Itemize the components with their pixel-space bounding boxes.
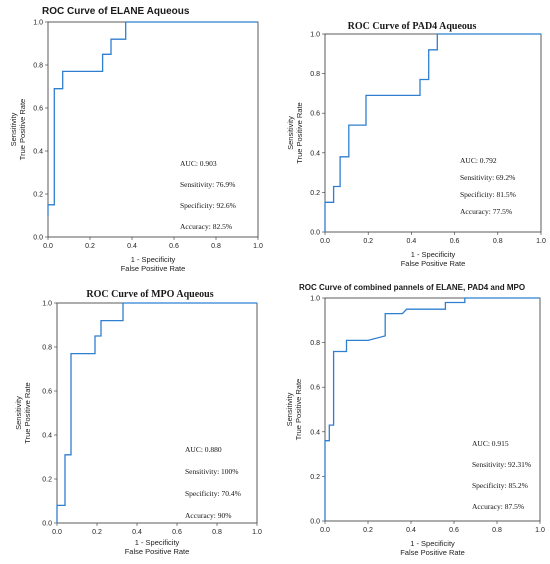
x-tick-label: 0.8 — [493, 238, 503, 245]
chart-combined-svg: ROC Curve of combined pannels of ELANE, … — [285, 283, 545, 557]
chart-title: ROC Curve of PAD4 Aqueous — [348, 21, 477, 32]
x-tick-label: 0.4 — [406, 527, 416, 534]
y-axis-label: Sensitivity — [9, 112, 18, 146]
x-axis-sublabel: False Positive Rate — [121, 264, 186, 273]
x-axis-label: 1 - Specificity — [135, 538, 180, 547]
chart-elane-svg: ROC Curve of ELANE Aqueous 0.0 0.2 0.4 0.6 0.… — [9, 6, 263, 273]
y-tick-label: 0.6 — [310, 385, 320, 392]
chart-mpo-svg: ROC Curve of MPO Aqueous 0.0 0.2 0.4 0.6 0.8 1… — [14, 289, 262, 556]
y-tick-label: 0.6 — [310, 111, 320, 118]
y-tick-label: 1.0 — [33, 20, 43, 27]
y-axis-sublabel: True Positive Rate — [294, 379, 303, 440]
roc-curve — [56, 302, 257, 523]
x-axis-label: 1 - Specificity — [411, 250, 456, 259]
stat-line: AUC: 0.915 — [472, 439, 509, 448]
x-tick-label: 0.0 — [52, 529, 62, 536]
y-tick-label: 0.6 — [42, 389, 52, 396]
x-tick-label: 0.2 — [363, 527, 373, 534]
x-tick-label: 1.0 — [253, 243, 263, 250]
x-tick-label: 1.0 — [252, 529, 262, 536]
x-tick-label: 0.4 — [132, 529, 142, 536]
x-tick-label: 0.8 — [211, 243, 221, 250]
stat-line: Accuracy: 77.5% — [460, 207, 512, 216]
y-tick-label: 0.4 — [310, 150, 320, 157]
y-tick-label: 0.8 — [310, 71, 320, 78]
x-tick-label: 0.2 — [363, 238, 373, 245]
y-tick-label: 0.2 — [42, 477, 52, 484]
x-tick-label: 0.0 — [320, 238, 330, 245]
y-tick-label: 0.0 — [310, 519, 320, 526]
plot-frame — [324, 33, 542, 233]
y-tick-label: 0.4 — [310, 429, 320, 436]
chart-title: ROC Curve of MPO Aqueous — [86, 289, 213, 300]
stat-line: Specificity: 81.5% — [460, 190, 516, 199]
stat-line: Sensitivity: 100% — [185, 467, 239, 476]
roc-curve — [324, 297, 540, 521]
chart-title: ROC Curve of ELANE Aqueous — [42, 6, 190, 17]
y-tick-label: 0.8 — [33, 63, 43, 70]
chart-elane: ROC Curve of ELANE Aqueous 0.0 0.2 0.4 0.6 0.… — [0, 0, 275, 280]
y-axis-label: Sensitivity — [285, 392, 294, 426]
stat-line: Specificity: 92.6% — [180, 201, 236, 210]
y-axis-sublabel: True Positive Rate — [23, 382, 32, 443]
x-tick-label: 0.8 — [492, 527, 502, 534]
y-tick-label: 0.8 — [310, 340, 320, 347]
chart-mpo: ROC Curve of MPO Aqueous 0.0 0.2 0.4 0.6 0.8 1… — [0, 282, 275, 564]
x-tick-label: 0.6 — [449, 527, 459, 534]
stat-line: AUC: 0.880 — [185, 445, 222, 454]
y-axis-label: Sensitivity — [14, 396, 23, 430]
x-tick-label: 0.6 — [169, 243, 179, 250]
y-tick-label: 0.6 — [33, 106, 43, 113]
stat-line: Sensitivity: 69.2% — [460, 173, 515, 182]
y-tick-label: 0.2 — [33, 192, 43, 199]
x-axis-label: 1 - Specificity — [410, 539, 455, 548]
y-axis-sublabel: True Positive Rate — [295, 102, 304, 163]
x-axis-sublabel: False Positive Rate — [400, 548, 465, 557]
y-tick-label: 1.0 — [310, 296, 320, 303]
chart-pad4: ROC Curve of PAD4 Aqueous 0.0 0.2 0.4 0.6 0.8… — [275, 0, 550, 280]
roc-curve — [47, 21, 258, 216]
chart-title: ROC Curve of combined pannels of ELANE, … — [299, 283, 525, 292]
y-tick-label: 1.0 — [42, 301, 52, 308]
roc-curve — [324, 33, 541, 232]
x-axis-label: 1 - Specificity — [131, 255, 176, 264]
stat-line: Specificity: 85.2% — [472, 481, 528, 490]
y-tick-label: 0.0 — [42, 521, 52, 528]
stat-line: Accuracy: 90% — [185, 511, 231, 520]
y-tick-label: 0.4 — [42, 433, 52, 440]
y-axis-label: Sensitivity — [286, 116, 295, 150]
chart-combined: ROC Curve of combined pannels of ELANE, … — [275, 282, 550, 564]
stat-line: AUC: 0.903 — [180, 159, 217, 168]
stat-line: AUC: 0.792 — [460, 156, 497, 165]
y-tick-label: 0.0 — [310, 230, 320, 237]
x-axis-sublabel: False Positive Rate — [401, 259, 466, 268]
y-axis-sublabel: True Positive Rate — [18, 99, 27, 160]
plot-frame — [324, 297, 541, 522]
y-tick-label: 0.2 — [310, 474, 320, 481]
stat-line: Sensitivity: 76.9% — [180, 180, 235, 189]
y-tick-label: 0.2 — [310, 190, 320, 197]
x-tick-label: 0.2 — [85, 243, 95, 250]
x-tick-label: 1.0 — [535, 527, 545, 534]
x-tick-label: 0.2 — [92, 529, 102, 536]
y-tick-label: 1.0 — [310, 32, 320, 39]
x-tick-label: 0.0 — [43, 243, 53, 250]
stat-line: Specificity: 70.4% — [185, 489, 241, 498]
stat-line: Accuracy: 87.5% — [472, 502, 524, 511]
y-tick-label: 0.4 — [33, 149, 43, 156]
stat-line: Accuracy: 82.5% — [180, 222, 232, 231]
x-tick-label: 0.4 — [127, 243, 137, 250]
x-tick-label: 0.8 — [212, 529, 222, 536]
stat-line: Sensitivity: 92.31% — [472, 460, 531, 469]
x-tick-label: 0.6 — [172, 529, 182, 536]
x-axis-sublabel: False Positive Rate — [125, 547, 190, 556]
x-tick-label: 0.6 — [450, 238, 460, 245]
y-tick-label: 0.8 — [42, 345, 52, 352]
chart-pad4-svg: ROC Curve of PAD4 Aqueous 0.0 0.2 0.4 0.6 0.8… — [286, 21, 546, 268]
y-tick-label: 0.0 — [33, 235, 43, 242]
x-tick-label: 1.0 — [536, 238, 546, 245]
x-tick-label: 0.0 — [320, 527, 330, 534]
x-tick-label: 0.4 — [407, 238, 417, 245]
